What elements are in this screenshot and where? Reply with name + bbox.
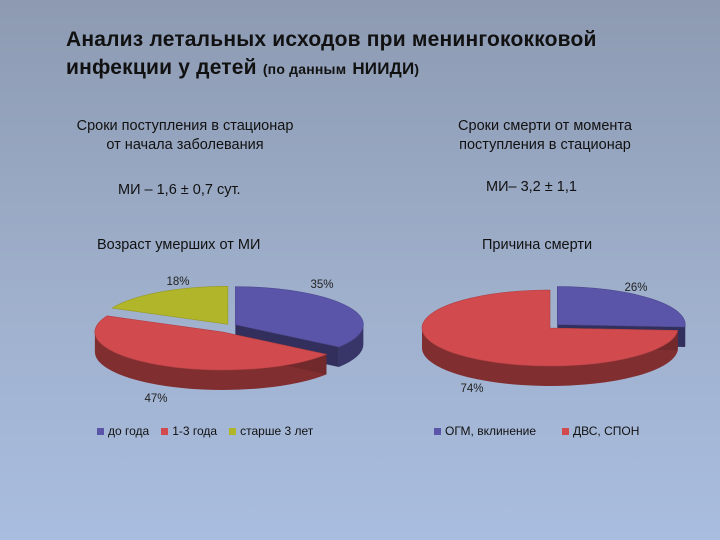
- legend-label: ДВС, СПОН: [573, 424, 640, 438]
- legend-label: ОГМ, вклинение: [445, 424, 536, 438]
- legend-swatch: [434, 427, 441, 435]
- pie-label-1-0: 26%: [624, 282, 647, 294]
- legend-item-1-1: ДВС, СПОН: [562, 424, 639, 438]
- pie-label-1-1: 74%: [460, 383, 483, 395]
- pie-slice-1-1: [421, 289, 679, 387]
- legend-swatch: [97, 427, 104, 435]
- right-stat: МИ– 3,2 ± 1,1: [486, 179, 577, 195]
- legend-swatch: [229, 427, 237, 435]
- page-title: Анализ летальных исходов при менингококк…: [66, 26, 706, 83]
- left-subheading: Сроки поступления в стационар от начала …: [40, 117, 330, 155]
- age-pie-chart: 35% 47% 18%: [94, 276, 364, 405]
- cause-pie-legend: ОГМ, вклинение ДВС, СПОН: [434, 424, 639, 438]
- cause-pie-chart: 26% 74%: [421, 282, 686, 395]
- legend-item-0-1: 1-3 года: [161, 424, 217, 438]
- legend-label: старше 3 лет: [240, 424, 314, 438]
- title-source-name: НИИДИ: [352, 59, 415, 78]
- legend-swatch: [562, 427, 569, 435]
- legend-item-1-0: ОГМ, вклинение: [434, 424, 536, 438]
- legend-label: до года: [108, 424, 150, 438]
- right-subheading-line-2: поступления в стационар: [459, 137, 631, 153]
- left-chart-title: Возраст умерших от МИ: [97, 237, 261, 253]
- right-subheading-line-1: Сроки смерти от момента: [458, 118, 632, 134]
- age-pie-legend: до года 1-3 года старше 3 лет: [97, 424, 313, 438]
- left-subheading-line-1: Сроки поступления в стационар: [76, 118, 294, 134]
- left-subheading-line-2: от начала заболевания: [106, 137, 264, 153]
- legend-label: 1-3 года: [172, 424, 218, 438]
- title-source-close: ): [414, 61, 420, 77]
- right-subheading: Сроки смерти от момента поступления в ст…: [395, 117, 695, 155]
- legend-item-0-0: до года: [97, 424, 149, 438]
- pie-label-0-0: 35%: [310, 279, 333, 291]
- pie-label-0-2: 18%: [166, 276, 189, 288]
- legend-swatch: [161, 427, 169, 435]
- title-line-2-main: инфекции у детей: [66, 56, 257, 79]
- pie-slice-0-2: [111, 286, 229, 325]
- title-source-open: (по данным: [262, 61, 347, 77]
- pie-slice-0-1: [94, 315, 328, 391]
- title-line-2: инфекции у детей (по данным НИИДИ): [66, 54, 706, 83]
- legend-item-0-2: старше 3 лет: [229, 424, 313, 438]
- title-line-1: Анализ летальных исходов при менингококк…: [66, 28, 597, 51]
- pie-label-0-1: 47%: [144, 393, 167, 405]
- left-stat: МИ – 1,6 ± 0,7 сут.: [118, 182, 241, 198]
- right-chart-title: Причина смерти: [482, 237, 593, 253]
